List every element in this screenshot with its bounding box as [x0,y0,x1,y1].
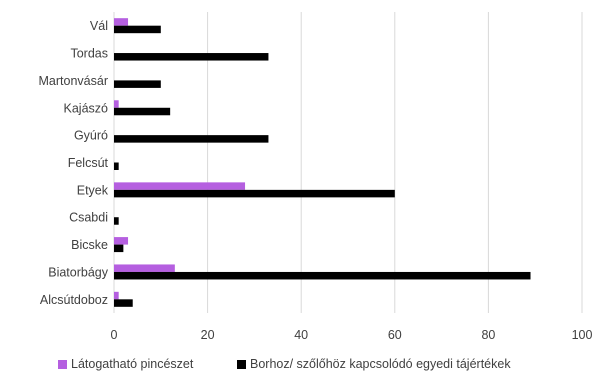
legend-label: Borhoz/ szőlőhöz kapcsolódó egyedi tájér… [250,357,511,371]
bar-tajertek-10 [114,299,133,307]
bar-tajertek-6 [114,189,395,198]
x-tick-label: 40 [294,328,308,342]
category-label: Alcsútdoboz [40,293,108,307]
legend-swatch [58,360,67,369]
bar-tajertek-3 [114,107,171,116]
category-labels: Vál Tordas Martonvásár Kajászó Gyúró Felcsút E… [39,19,109,307]
bars [114,18,531,307]
bar-pinceszet-9 [114,264,175,272]
bar-pinceszet-8 [114,237,129,245]
x-tick-label: 100 [572,328,593,342]
legend-swatch [237,360,246,369]
category-label: Felcsút [68,156,109,170]
bar-pinceszet-6 [114,182,246,190]
x-tick-labels: 0 20 40 60 80 100 [111,328,593,342]
category-label: Martonvásár [39,74,108,88]
category-label: Etyek [77,183,109,197]
bar-tajertek-7 [114,217,119,225]
bar-tajertek-1 [114,53,269,61]
legend: Látogatható pincészet Borhoz/ szőlőhöz ka… [58,357,511,371]
bar-pinceszet-10 [114,291,119,300]
category-label: Vál [90,19,108,33]
bar-tajertek-4 [114,135,269,143]
bar-tajertek-2 [114,80,161,88]
bar-tajertek-9 [114,271,531,280]
category-label: Csabdi [69,211,108,225]
x-tick-label: 80 [481,328,495,342]
legend-label: Látogatható pincészet [71,357,194,371]
category-label: Tordas [70,47,108,61]
category-label: Gyúró [74,129,108,143]
category-label: Kajászó [64,101,109,115]
bar-tajertek-5 [114,162,119,170]
bar-pinceszet-0 [114,18,129,26]
gridlines [113,12,583,313]
bar-tajertek-0 [114,25,161,34]
bar-pinceszet-3 [114,100,119,108]
x-tick-label: 20 [201,328,215,342]
category-label: Bicske [71,238,108,252]
x-tick-label: 60 [388,328,402,342]
x-tick-label: 0 [111,328,118,342]
category-label: Biatorbágy [48,265,109,279]
bar-tajertek-8 [114,244,124,253]
